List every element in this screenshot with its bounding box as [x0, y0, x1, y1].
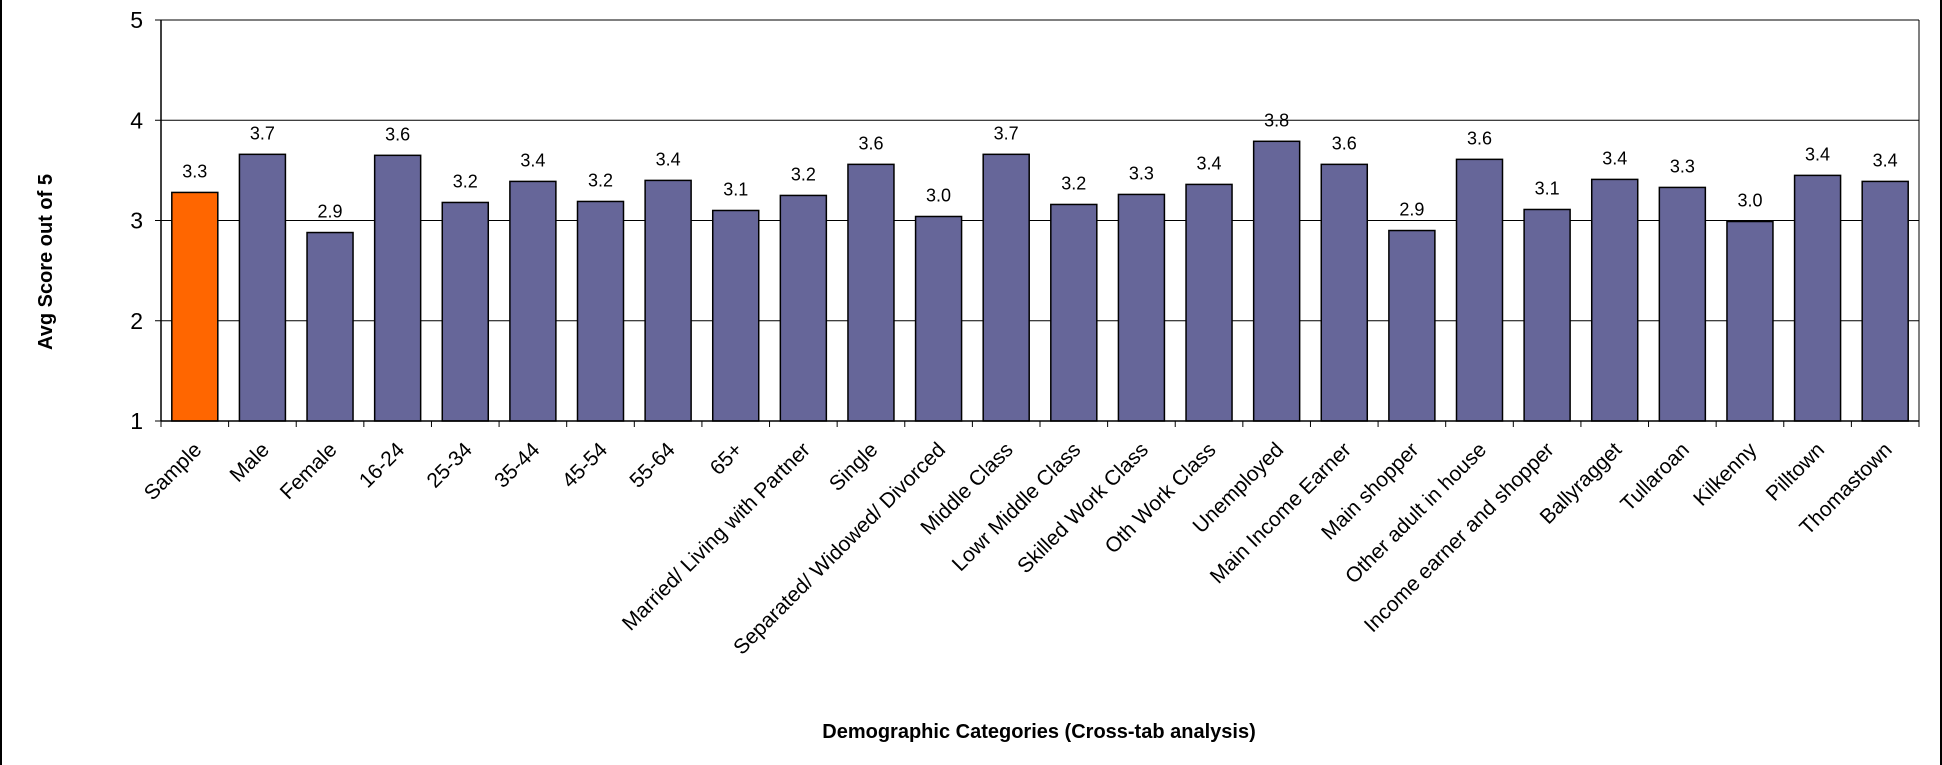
- bar: [1793, 174, 1842, 422]
- data-label: 3.4: [1873, 150, 1898, 170]
- y-axis-title: Avg Score out of 5: [35, 174, 57, 350]
- y-tick-label: 5: [130, 7, 143, 33]
- category-label: Female: [276, 438, 342, 504]
- bar: [1590, 178, 1639, 422]
- category-label: Pilltown: [1762, 438, 1829, 505]
- data-label: 3.6: [1332, 133, 1357, 153]
- category-label: 25-34: [423, 438, 477, 492]
- bar: [711, 209, 760, 422]
- data-label: 3.3: [1129, 163, 1154, 183]
- data-label: 3.2: [1061, 173, 1086, 193]
- bar: [1185, 183, 1233, 422]
- category-label: Lowr Middle Class: [948, 438, 1086, 576]
- data-label: 3.2: [791, 164, 816, 184]
- y-tick-label: 3: [130, 208, 143, 234]
- data-label: 3.6: [858, 133, 883, 153]
- bar: [1252, 140, 1301, 422]
- category-labels: Sample Male Female 16-24 25-34 35-44 45-54 55-6…: [140, 438, 1897, 659]
- category-label: Kilkenny: [1689, 438, 1762, 511]
- data-label: 3.1: [723, 179, 748, 199]
- bar: [847, 163, 895, 422]
- category-label: 45-54: [558, 438, 612, 492]
- bars: [171, 140, 1909, 422]
- category-label: 16-24: [355, 438, 409, 492]
- y-tick-label: 4: [130, 107, 143, 133]
- bar: [509, 180, 557, 422]
- category-label: Tullaroan: [1616, 438, 1694, 516]
- bar: [1117, 193, 1166, 422]
- bar: [1861, 180, 1909, 422]
- data-label: 3.3: [1670, 156, 1695, 176]
- category-label: 65+: [706, 438, 747, 479]
- bar: [1455, 158, 1504, 422]
- gridlines: [161, 19, 1919, 422]
- data-label: 3.2: [453, 171, 478, 191]
- data-label: 3.7: [250, 123, 275, 143]
- data-label: 3.7: [994, 123, 1019, 143]
- data-label: 3.4: [1805, 144, 1830, 164]
- data-label: 3.4: [1602, 148, 1627, 168]
- data-label: 3.6: [1467, 128, 1492, 148]
- y-tick-label: 2: [130, 308, 143, 334]
- category-label: 35-44: [490, 438, 544, 492]
- bar: [779, 194, 828, 422]
- category-label: Single: [825, 438, 883, 496]
- bar: [576, 200, 625, 422]
- bar: [306, 231, 354, 422]
- x-axis-title: Demographic Categories (Cross-tab analys…: [822, 721, 1255, 743]
- category-label: Sample: [140, 438, 207, 505]
- bar: [644, 179, 692, 422]
- data-labels: 3.3 3.7 2.9 3.6 3.2 3.4 3.2 3.4 3.1 3.2 3.6 3.0 3.7 3…: [182, 110, 1897, 221]
- data-label: 3.2: [588, 170, 613, 190]
- bar: [373, 154, 422, 422]
- data-label: 3.6: [385, 124, 410, 144]
- bar: [1388, 229, 1436, 422]
- data-label: 3.0: [926, 185, 951, 205]
- data-label: 3.0: [1737, 191, 1762, 211]
- bar: [171, 191, 219, 422]
- data-label: 3.4: [656, 149, 681, 169]
- data-label: 3.4: [520, 150, 545, 170]
- data-label: 2.9: [1399, 200, 1424, 220]
- bar: [441, 201, 490, 422]
- data-label: 3.4: [1197, 153, 1222, 173]
- bar: [1050, 203, 1098, 422]
- bar: [914, 215, 963, 422]
- category-label: Male: [225, 438, 273, 486]
- data-label: 3.8: [1264, 110, 1289, 130]
- bar: [982, 153, 1030, 422]
- bar: [1320, 163, 1369, 422]
- axes: [155, 19, 1920, 427]
- data-label: 2.9: [318, 202, 343, 222]
- data-label: 3.3: [182, 161, 207, 181]
- category-label: 55-64: [625, 438, 679, 492]
- data-label: 3.1: [1535, 178, 1560, 198]
- y-tick-labels: 1 2 3 4 5: [130, 7, 143, 434]
- bar: [1523, 208, 1571, 422]
- bar: [1658, 186, 1707, 422]
- category-label: Skilled Work Class: [1013, 438, 1153, 578]
- bar: [238, 153, 287, 422]
- bar: [1726, 220, 1774, 422]
- y-tick-label: 1: [130, 408, 143, 434]
